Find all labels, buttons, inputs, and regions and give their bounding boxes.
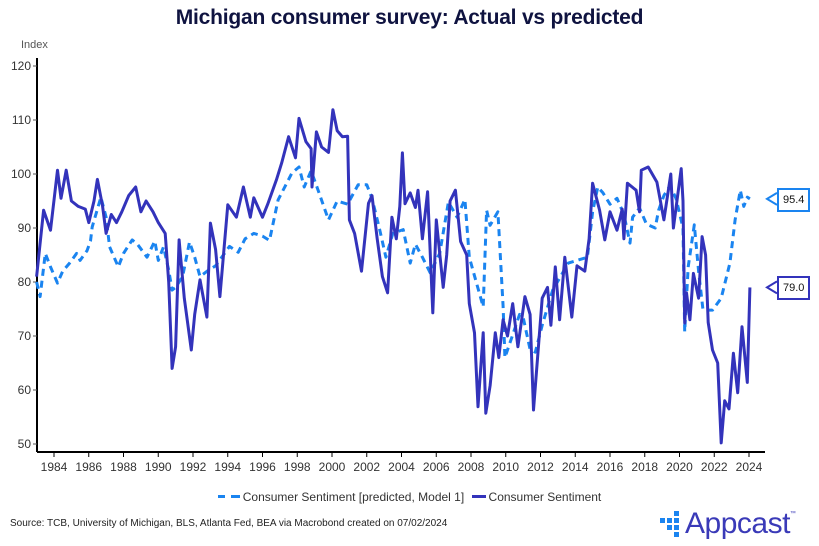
logo-grid-icon	[660, 511, 679, 537]
x-tick-label: 2000	[319, 460, 346, 474]
series-layer	[35, 108, 752, 445]
y-tick-label: 110	[12, 113, 31, 127]
y-axis-label: Index	[21, 39, 48, 51]
predicted-last-value-label: 95.4	[777, 187, 811, 212]
x-tick-label: 1996	[249, 460, 276, 474]
x-tick-label: 2024	[736, 460, 763, 474]
x-tick-label: 2016	[597, 460, 624, 474]
source-note: Source: TCB, University of Michigan, BLS…	[10, 518, 448, 529]
x-tick-label: 2018	[631, 460, 658, 474]
x-tick-label: 1984	[41, 460, 68, 474]
x-tick-label: 2008	[458, 460, 485, 474]
x-tick-label: 1994	[214, 460, 241, 474]
x-tick-label: 1990	[145, 460, 172, 474]
y-tick-label: 120	[11, 59, 31, 73]
x-tick-label: 2010	[492, 460, 519, 474]
legend-item-actual: Consumer Sentiment	[471, 489, 602, 504]
solid-line-swatch-icon	[471, 495, 486, 498]
x-tick-label: 2022	[701, 460, 728, 474]
predicted-series-line	[35, 165, 751, 360]
logo-text: Appcast	[685, 507, 790, 540]
y-tick-label: 90	[18, 221, 32, 235]
x-tick-label: 2006	[423, 460, 450, 474]
x-tick-label: 2020	[666, 460, 693, 474]
y-tick-label: 100	[11, 167, 31, 181]
actual-last-value: 79.0	[783, 282, 805, 295]
x-tick-label: 2004	[388, 460, 415, 474]
y-tick-label: 80	[18, 275, 32, 289]
x-tick-label: 1992	[180, 460, 207, 474]
legend-item-predicted: Consumer Sentiment [predicted, Model 1]	[217, 489, 465, 504]
axes: 50 60 70 80 90 100 110 120 1984 1986 1988 1990 1992 1…	[11, 58, 778, 474]
logo-trademark: ™	[789, 511, 796, 517]
predicted-last-value: 95.4	[783, 193, 805, 206]
chart-title: Michigan consumer survey: Actual vs pred…	[175, 6, 644, 29]
x-tick-label: 2012	[527, 460, 554, 474]
legend-label-actual: Consumer Sentiment	[488, 489, 602, 504]
dashed-line-swatch-icon	[217, 495, 240, 498]
x-tick-label: 1998	[284, 460, 311, 474]
legend-label-predicted: Consumer Sentiment [predicted, Model 1]	[242, 489, 465, 504]
legend: Consumer Sentiment [predicted, Model 1] …	[0, 487, 819, 504]
actual-series-line	[35, 108, 752, 445]
y-tick-label: 60	[18, 383, 32, 397]
value-pointer-icon	[765, 191, 778, 206]
y-tick-label: 50	[18, 437, 32, 451]
x-tick-label: 1988	[110, 460, 137, 474]
y-tick-label: 70	[18, 329, 32, 343]
appcast-logo: Appcast ™	[660, 507, 796, 541]
x-tick-label: 2014	[562, 460, 589, 474]
actual-last-value-label: 79.0	[777, 276, 811, 301]
x-tick-label: 2002	[353, 460, 380, 474]
value-pointer-icon	[765, 280, 778, 295]
x-tick-label: 1986	[75, 460, 102, 474]
